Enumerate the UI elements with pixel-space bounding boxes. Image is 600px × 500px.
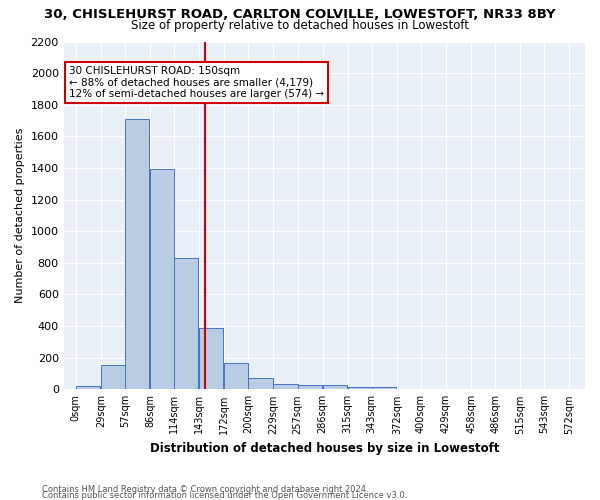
- Bar: [150, 169, 174, 390]
- Text: 30, CHISLEHURST ROAD, CARLTON COLVILLE, LOWESTOFT, NR33 8BY: 30, CHISLEHURST ROAD, CARLTON COLVILLE, …: [44, 8, 556, 20]
- Bar: [274, 384, 298, 390]
- Text: Size of property relative to detached houses in Lowestoft: Size of property relative to detached ho…: [131, 19, 469, 32]
- Text: 30 CHISLEHURST ROAD: 150sqm
← 88% of detached houses are smaller (4,179)
12% of : 30 CHISLEHURST ROAD: 150sqm ← 88% of det…: [69, 66, 324, 99]
- Bar: [347, 387, 372, 390]
- Bar: [76, 386, 100, 390]
- Text: Contains public sector information licensed under the Open Government Licence v3: Contains public sector information licen…: [42, 491, 407, 500]
- Bar: [372, 387, 396, 390]
- Bar: [224, 363, 248, 390]
- Bar: [125, 119, 149, 390]
- Bar: [298, 385, 322, 390]
- Text: Contains HM Land Registry data © Crown copyright and database right 2024.: Contains HM Land Registry data © Crown c…: [42, 485, 368, 494]
- Y-axis label: Number of detached properties: Number of detached properties: [15, 128, 25, 303]
- Bar: [323, 385, 347, 390]
- X-axis label: Distribution of detached houses by size in Lowestoft: Distribution of detached houses by size …: [149, 442, 499, 455]
- Bar: [248, 378, 272, 390]
- Bar: [101, 365, 125, 390]
- Bar: [199, 328, 223, 390]
- Bar: [174, 258, 199, 390]
